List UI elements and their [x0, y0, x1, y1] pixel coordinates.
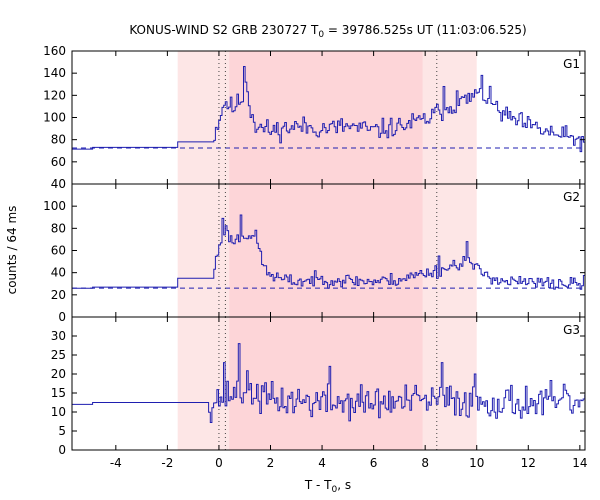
x-tick-label: 8	[421, 456, 429, 470]
x-tick-label: 0	[215, 456, 223, 470]
x-axis-label: T - T0, s	[304, 478, 351, 495]
y-tick-label: 80	[51, 221, 66, 235]
y-tick-label: 60	[51, 155, 66, 169]
y-tick-label: 5	[58, 424, 66, 438]
y-tick-label: 30	[51, 329, 66, 343]
y-tick-label: 100	[43, 111, 66, 125]
y-tick-label: 20	[51, 367, 66, 381]
x-tick-label: 12	[521, 456, 536, 470]
chart-title: KONUS-WIND S2 GRB 230727 T0 = 39786.525s…	[129, 23, 526, 40]
y-tick-label: 140	[43, 66, 66, 80]
y-tick-label: 0	[58, 310, 66, 324]
y-tick-label: 20	[51, 288, 66, 302]
panel-label: G2	[563, 190, 580, 204]
x-tick-label: 4	[318, 456, 326, 470]
y-axis-label: counts / 64 ms	[5, 206, 19, 295]
y-tick-label: 25	[51, 348, 66, 362]
panel-g3: 0 5 10 15 20 25 30 G3	[51, 316, 586, 457]
y-tick-label: 15	[51, 386, 66, 400]
y-tick-label: 10	[51, 405, 66, 419]
x-tick-label: -2	[161, 456, 173, 470]
x-tick-label: 14	[572, 456, 587, 470]
panel-label: G3	[563, 323, 580, 337]
light-curve-g3	[72, 343, 586, 423]
light-curve-g2	[72, 214, 585, 290]
y-tick-label: 60	[51, 244, 66, 258]
x-tick-label: 10	[469, 456, 484, 470]
shaded-interval-2	[229, 51, 423, 184]
y-tick-label: 40	[51, 266, 66, 280]
chart-title-subscript: 0	[318, 30, 324, 40]
y-tick-label: 0	[58, 443, 66, 457]
light-curve-g1	[72, 66, 585, 153]
y-tick-label: 80	[51, 133, 66, 147]
panel-frame	[71, 316, 586, 451]
y-tick-label: 100	[43, 199, 66, 213]
x-tick-label: 6	[370, 456, 378, 470]
panel-label: G1	[563, 57, 580, 71]
panel-g2: 0 20 40 60 80 100 G2	[43, 183, 586, 324]
y-tick-label: 160	[43, 44, 66, 58]
shaded-interval-2	[229, 184, 423, 317]
shaded-interval-2	[229, 317, 423, 450]
x-tick-label: -4	[110, 456, 122, 470]
y-tick-label: 120	[43, 88, 66, 102]
y-tick-label: 40	[51, 177, 66, 191]
x-tick-label: 2	[267, 456, 275, 470]
x-axis-label-subscript: 0	[332, 485, 338, 495]
panels: 406080100120140160G1020406080100G2051015…	[43, 44, 587, 470]
panel-g1: 40 60 80 100 120 140 160 G1	[43, 44, 586, 191]
